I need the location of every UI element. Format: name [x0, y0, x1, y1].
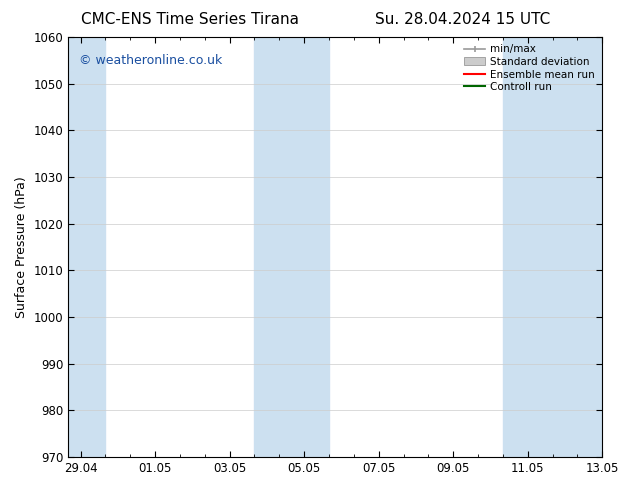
Legend: min/max, Standard deviation, Ensemble mean run, Controll run: min/max, Standard deviation, Ensemble me…: [462, 42, 597, 95]
Text: Su. 28.04.2024 15 UTC: Su. 28.04.2024 15 UTC: [375, 12, 550, 27]
Y-axis label: Surface Pressure (hPa): Surface Pressure (hPa): [15, 176, 28, 318]
Bar: [503, 37, 553, 457]
Bar: [68, 37, 105, 457]
Bar: [553, 37, 615, 457]
Text: © weatheronline.co.uk: © weatheronline.co.uk: [79, 54, 222, 67]
Text: CMC-ENS Time Series Tirana: CMC-ENS Time Series Tirana: [81, 12, 299, 27]
Bar: [254, 37, 329, 457]
